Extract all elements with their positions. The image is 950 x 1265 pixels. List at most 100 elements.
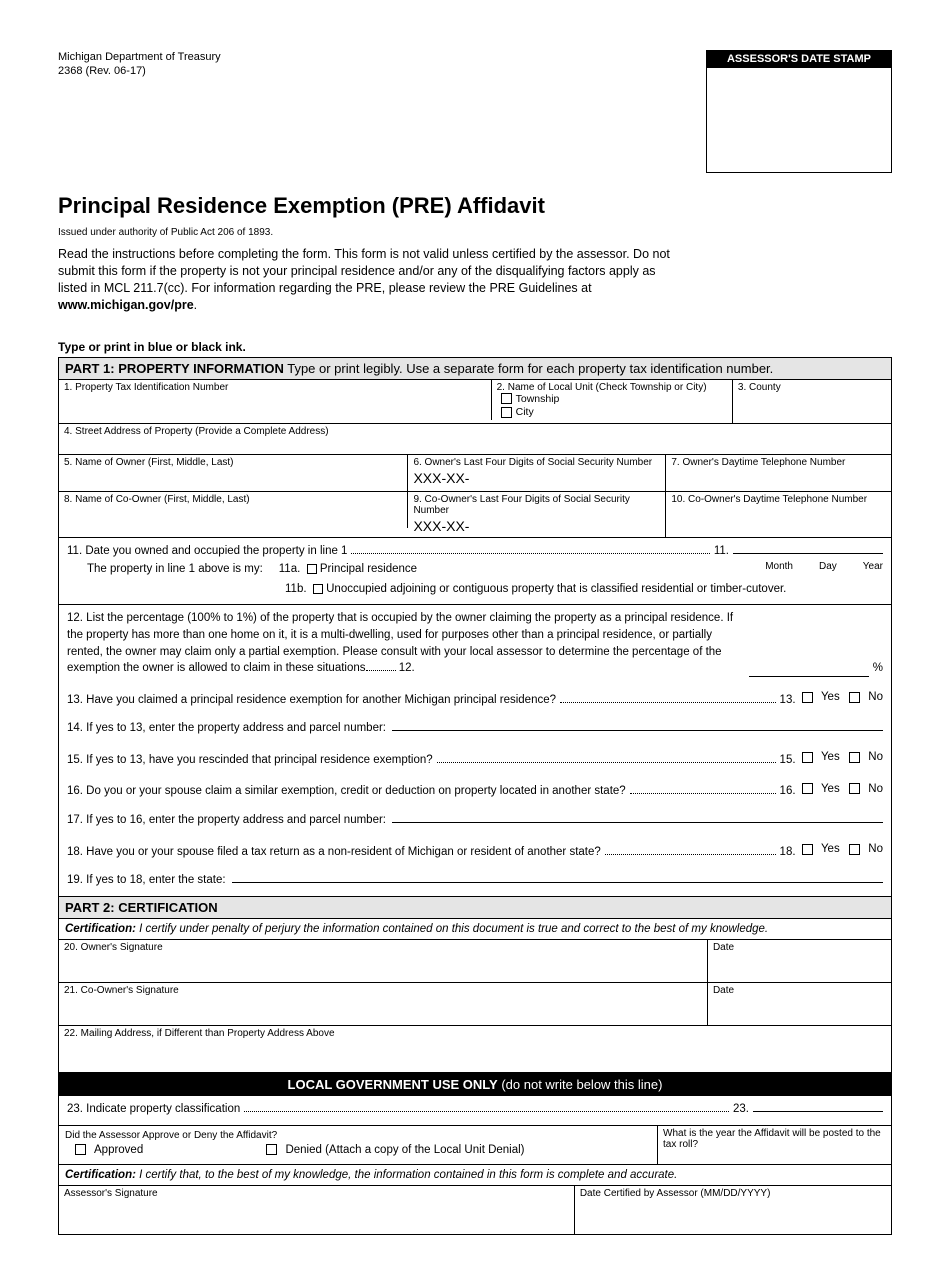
field-6-label: 6. Owner's Last Four Digits of Social Se… <box>413 457 660 468</box>
q19-line[interactable] <box>232 882 883 883</box>
dept-line-1: Michigan Department of Treasury <box>58 50 221 64</box>
field-9-label: 9. Co-Owner's Last Four Digits of Social… <box>413 494 660 516</box>
year-lbl: Year <box>863 560 883 575</box>
q13-text: 13. Have you claimed a principal residen… <box>67 692 556 709</box>
q19-text: 19. If yes to 18, enter the state: <box>67 872 226 889</box>
q11-text: 11. Date you owned and occupied the prop… <box>67 543 347 560</box>
stamp-title: ASSESSOR'S DATE STAMP <box>706 50 892 68</box>
q14-text: 14. If yes to 13, enter the property add… <box>67 720 386 737</box>
q13-num: 13. <box>780 692 796 709</box>
q15-text: 15. If yes to 13, have you rescinded tha… <box>67 752 433 769</box>
dept-block: Michigan Department of Treasury 2368 (Re… <box>58 50 221 79</box>
q16-no[interactable]: No <box>849 781 883 798</box>
q11b-num: 11b. <box>285 583 307 595</box>
field-10-label: 10. Co-Owner's Daytime Telephone Number <box>671 494 886 505</box>
city-checkbox[interactable] <box>501 407 512 418</box>
row-assessor-sig: Assessor's Signature Date Certified by A… <box>59 1186 891 1234</box>
q23-line[interactable] <box>753 1111 883 1112</box>
date-labels: Month Day Year <box>765 560 883 575</box>
q18-text: 18. Have you or your spouse filed a tax … <box>67 844 601 861</box>
q11b-checkbox[interactable] <box>313 584 323 594</box>
q18-num: 18. <box>780 844 796 861</box>
row-8-9-10: 8. Name of Co-Owner (First, Middle, Last… <box>59 492 891 538</box>
field-7-label: 7. Owner's Daytime Telephone Number <box>671 457 886 468</box>
part2-certification: Certification: I certify under penalty o… <box>59 919 891 940</box>
q18-yes[interactable]: Yes <box>802 841 840 858</box>
field-21-label: 21. Co-Owner's Signature <box>64 985 702 996</box>
day-lbl: Day <box>819 560 837 575</box>
q11a-checkbox[interactable] <box>307 564 317 574</box>
q18-no[interactable]: No <box>849 841 883 858</box>
q11-date-line[interactable] <box>733 553 883 554</box>
assessor-stamp: ASSESSOR'S DATE STAMP <box>706 50 892 173</box>
q15-dots <box>437 762 776 763</box>
field-4-label: 4. Street Address of Property (Provide a… <box>64 426 886 437</box>
q11-sub: The property in line 1 above is my: <box>87 563 263 575</box>
q23-num: 23. <box>733 1101 749 1118</box>
q17-line[interactable] <box>392 822 883 823</box>
gov-bar-rest: (do not write below this line) <box>498 1077 663 1092</box>
field-8-label: 8. Name of Co-Owner (First, Middle, Last… <box>64 494 402 505</box>
part2-header: PART 2: CERTIFICATION <box>59 897 891 919</box>
ink-note: Type or print in blue or black ink. <box>58 340 892 354</box>
q17-text: 17. If yes to 16, enter the property add… <box>67 812 386 829</box>
q11a-num: 11a. <box>279 563 301 575</box>
gov-bar-bold: LOCAL GOVERNMENT USE ONLY <box>288 1077 498 1092</box>
field-20-label: 20. Owner's Signature <box>64 942 702 953</box>
form-container: PART 1: PROPERTY INFORMATION Type or pri… <box>58 357 892 1236</box>
q11a-label: Principal residence <box>320 563 417 575</box>
q16-dots <box>630 793 776 794</box>
row-21: 21. Co-Owner's Signature Date <box>59 983 891 1026</box>
q13-no[interactable]: No <box>849 689 883 706</box>
q15-no[interactable]: No <box>849 749 883 766</box>
part1-title-bold: PART 1: PROPERTY INFORMATION <box>65 361 284 376</box>
row-20: 20. Owner's Signature Date <box>59 940 891 983</box>
q15-yes[interactable]: Yes <box>802 749 840 766</box>
denied-option[interactable]: Denied (Attach a copy of the Local Unit … <box>266 1144 524 1156</box>
field-20-date: Date <box>713 942 886 953</box>
q12-dots <box>366 670 396 671</box>
township-label: Township <box>516 393 560 405</box>
row-1-2-3: 1. Property Tax Identification Number 2.… <box>59 380 891 424</box>
township-checkbox[interactable] <box>501 393 512 404</box>
page-title: Principal Residence Exemption (PRE) Affi… <box>58 193 892 219</box>
field-1-label: 1. Property Tax Identification Number <box>64 382 486 393</box>
row-approve: Did the Assessor Approve or Deny the Aff… <box>59 1126 891 1166</box>
intro-url: www.michigan.gov/pre <box>58 298 194 312</box>
assessor-date-label: Date Certified by Assessor (MM/DD/YYYY) <box>580 1188 886 1199</box>
part2-title: PART 2: CERTIFICATION <box>65 900 218 915</box>
part1-header: PART 1: PROPERTY INFORMATION Type or pri… <box>59 358 891 380</box>
block-12-19: 12. List the percentage (100% to 1%) of … <box>59 605 891 897</box>
township-option[interactable]: Township <box>501 393 727 407</box>
month-lbl: Month <box>765 560 793 575</box>
field-5-label: 5. Name of Owner (First, Middle, Last) <box>64 457 402 468</box>
q13-yes[interactable]: Yes <box>802 689 840 706</box>
city-option[interactable]: City <box>501 406 727 420</box>
q12-line[interactable] <box>749 676 869 677</box>
q16-yes[interactable]: Yes <box>802 781 840 798</box>
q23-dots <box>244 1111 729 1112</box>
q15-num: 15. <box>780 752 796 769</box>
cert-bold: Certification: <box>65 923 136 935</box>
row-4: 4. Street Address of Property (Provide a… <box>59 424 891 455</box>
block-23: 23. Indicate property classification 23. <box>59 1096 891 1126</box>
q18-dots <box>605 854 776 855</box>
q13-dots <box>560 702 776 703</box>
q16-num: 16. <box>780 783 796 800</box>
approve-q: Did the Assessor Approve or Deny the Aff… <box>65 1130 651 1141</box>
field-2-label: 2. Name of Local Unit (Check Township or… <box>497 382 727 393</box>
intro-body: Read the instructions before completing … <box>58 247 670 295</box>
q11-dots <box>351 553 709 554</box>
block-11: 11. Date you owned and occupied the prop… <box>59 538 891 606</box>
approved-option[interactable]: Approved <box>75 1144 143 1156</box>
city-label: City <box>516 406 534 418</box>
row-5-6-7: 5. Name of Owner (First, Middle, Last) 6… <box>59 455 891 492</box>
field-21-date: Date <box>713 985 886 996</box>
header-row: Michigan Department of Treasury 2368 (Re… <box>58 50 892 173</box>
intro-text: Read the instructions before completing … <box>58 246 673 314</box>
q11-num: 11. <box>714 543 729 560</box>
q14-line[interactable] <box>392 730 883 731</box>
assessor-sig-label: Assessor's Signature <box>64 1188 569 1199</box>
field-9-value: XXX-XX- <box>413 516 660 534</box>
cert-text: I certify under penalty of perjury the i… <box>136 923 768 935</box>
